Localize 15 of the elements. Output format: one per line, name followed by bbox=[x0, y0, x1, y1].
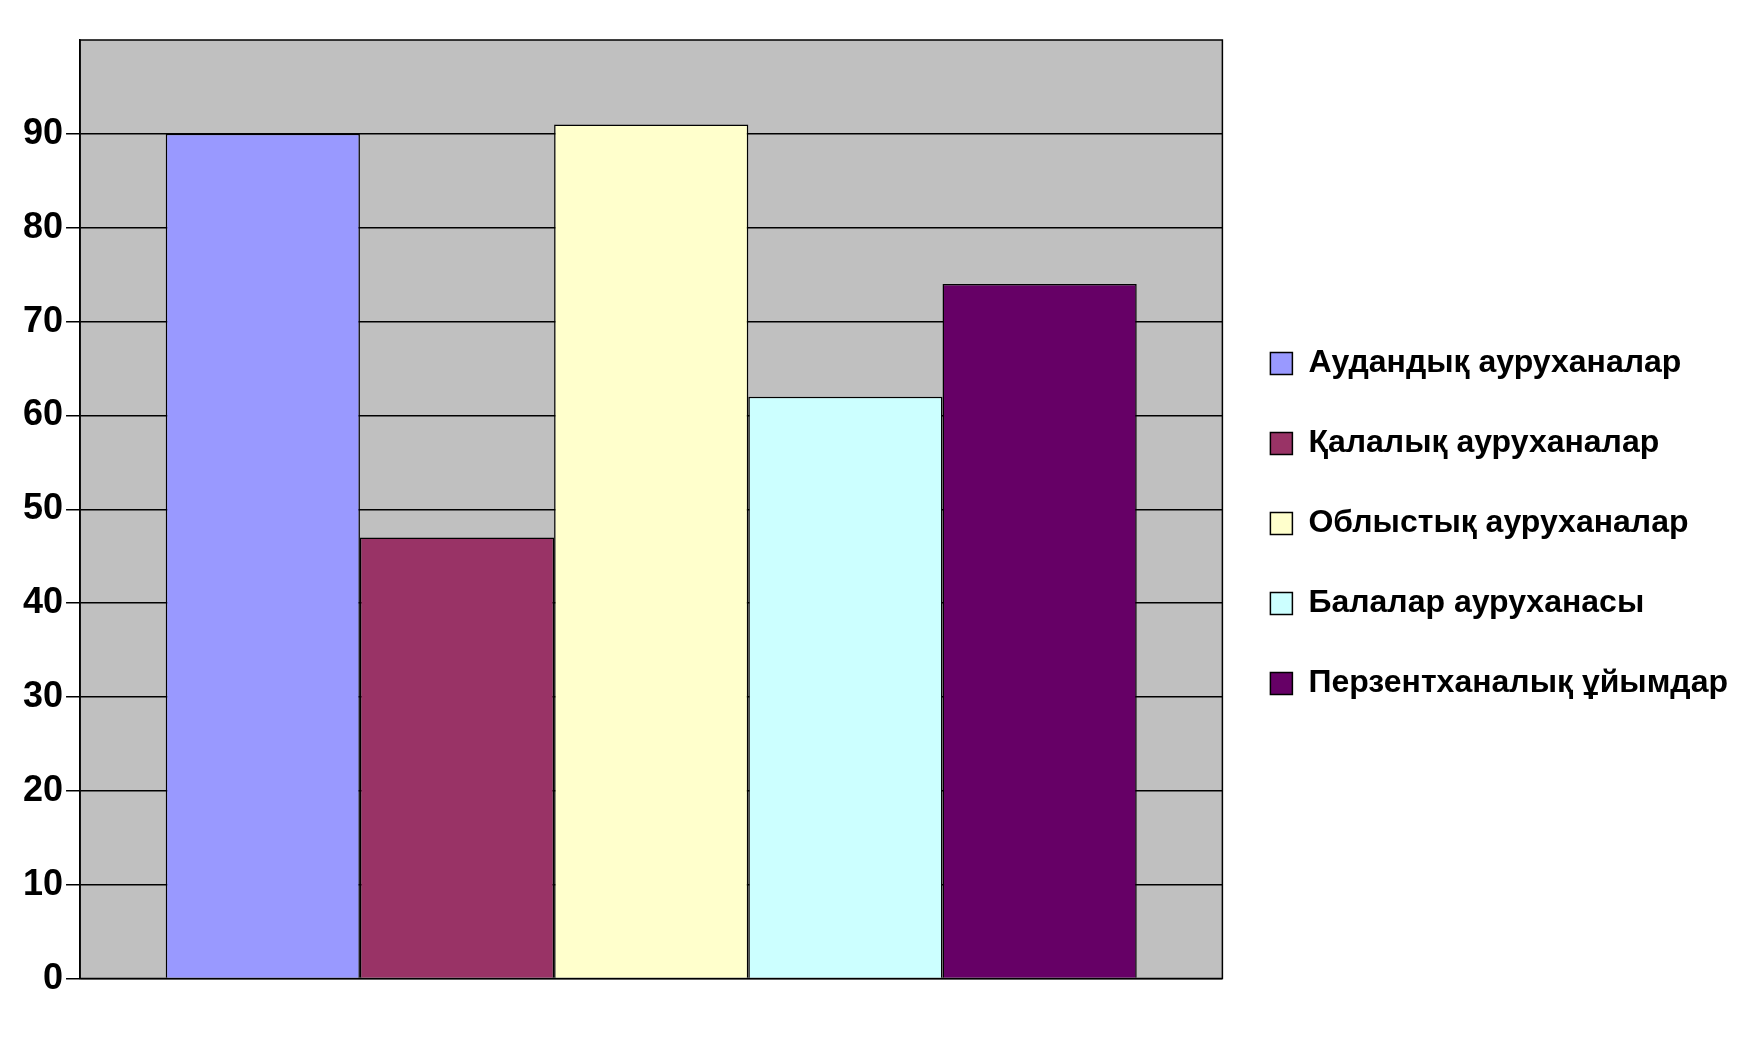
y-tick-label: 50 bbox=[23, 486, 64, 528]
legend-label: Аудандық ауруханалар bbox=[1308, 343, 1682, 380]
legend-label: Балалар ауруханасы bbox=[1308, 583, 1645, 620]
y-tick-label: 10 bbox=[23, 861, 64, 903]
y-tick-label: 60 bbox=[23, 392, 64, 434]
legend-label: Облыстық ауруханалар bbox=[1308, 503, 1689, 540]
y-tick-label: 0 bbox=[43, 955, 64, 997]
y-tick-label: 70 bbox=[23, 298, 64, 340]
y-tick-label: 20 bbox=[23, 767, 64, 809]
y-tick-label: 30 bbox=[23, 673, 64, 715]
legend-label: Перзентханалық ұйымдар bbox=[1308, 663, 1728, 700]
y-tick-label: 40 bbox=[23, 580, 64, 622]
y-tick-label: 80 bbox=[23, 204, 64, 246]
y-tick-label: 90 bbox=[23, 110, 64, 152]
legend-label: Қалалық ауруханалар bbox=[1308, 423, 1660, 460]
